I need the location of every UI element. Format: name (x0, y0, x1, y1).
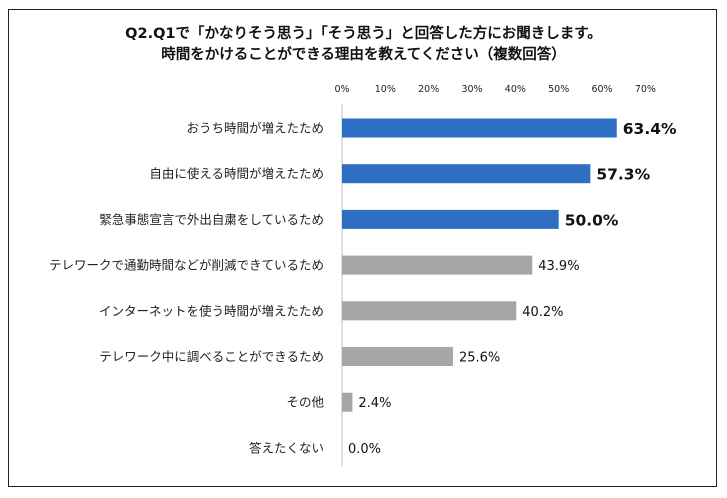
category-label: テレワーク中に調べることができるため (99, 349, 324, 364)
value-label: 2.4% (358, 396, 391, 411)
category-label: 緊急事態宣言で外出自粛をしているため (99, 212, 324, 227)
value-label: 57.3% (596, 166, 650, 184)
x-tick-label: 40% (505, 84, 526, 95)
chart-title-line-1: Q2.Q1で「かなりそう思う」「そう思う」と回答した方にお聞きします。 (125, 26, 602, 42)
bar (342, 392, 353, 412)
bar (342, 255, 533, 275)
x-tick-label: 0% (334, 84, 349, 95)
chart-title: Q2.Q1で「かなりそう思う」「そう思う」と回答した方にお聞きします。 時間をか… (0, 24, 727, 66)
category-label: 自由に使える時間が増えたため (149, 166, 324, 181)
bar (342, 118, 617, 138)
category-label: その他 (286, 395, 324, 410)
x-tick-label: 20% (418, 84, 439, 95)
value-label: 40.2% (522, 305, 563, 320)
chart-title-line-2: 時間をかけることができる理由を教えてください（複数回答） (161, 47, 566, 63)
category-label: テレワークで通勤時間などが削減できているため (49, 258, 324, 273)
category-label: 答えたくない (249, 440, 324, 455)
x-tick-label: 50% (548, 84, 569, 95)
value-label: 25.6% (459, 351, 500, 366)
bar (342, 209, 559, 229)
x-tick-label: 70% (635, 84, 656, 95)
value-label: 50.0% (565, 211, 619, 229)
bar (342, 164, 591, 184)
value-label: 0.0% (348, 442, 381, 457)
chart-frame (8, 9, 717, 487)
x-tick-label: 30% (461, 84, 482, 95)
category-label: インターネットを使う時間が増えたため (99, 303, 324, 318)
value-label: 63.4% (623, 120, 677, 138)
bar (342, 347, 453, 366)
x-tick-label: 10% (375, 84, 396, 95)
value-label: 43.9% (538, 259, 579, 274)
bar (342, 301, 517, 321)
category-label: おうち時間が増えたため (186, 121, 324, 136)
x-tick-label: 60% (591, 84, 612, 95)
